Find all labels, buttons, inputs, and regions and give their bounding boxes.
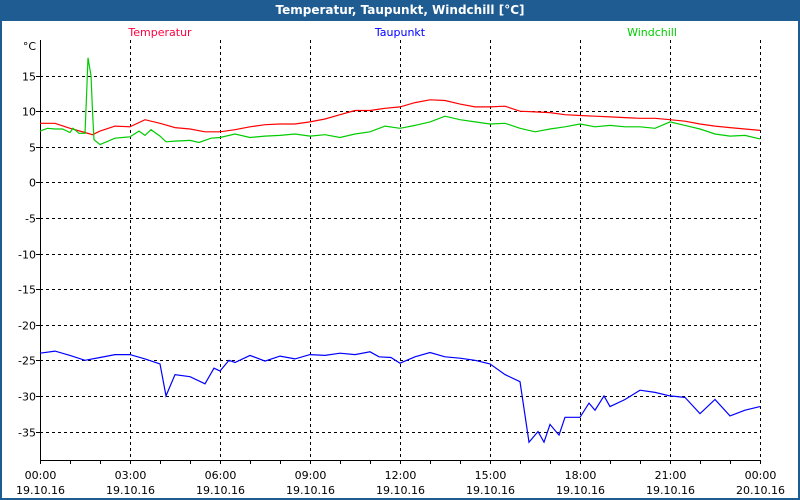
y-tick-label: -35 [18,427,36,440]
legend-windchill: Windchill [627,26,677,39]
x-tick-time: 12:00 [385,469,417,482]
window-title: Temperatur, Taupunkt, Windchill [°C] [0,0,800,21]
x-tick-date: 19.10.16 [376,484,425,497]
x-tick-time: 18:00 [565,469,597,482]
y-tick-label: 10 [22,106,36,119]
series-line-temperatur [40,99,761,136]
x-tick-date: 19.10.16 [286,484,335,497]
x-tick-date: 19.10.16 [466,484,515,497]
x-tick-time: 00:00 [745,469,777,482]
y-tick-label: 5 [29,142,36,155]
y-tick-label: -25 [18,355,36,368]
y-tick-label: -10 [18,249,36,262]
x-tick-date: 19.10.16 [556,484,605,497]
y-tick-label: 0 [29,177,36,190]
y-tick-label: 15 [22,71,36,84]
legend-taupunkt: Taupunkt [374,26,426,39]
x-tick-date: 19.10.16 [16,484,65,497]
x-tick-date: 19.10.16 [196,484,245,497]
x-tick-date: 19.10.16 [106,484,155,497]
y-tick-label: -30 [18,391,36,404]
x-tick-time: 09:00 [295,469,327,482]
x-tick-time: 21:00 [655,469,687,482]
legend-temperatur: Temperatur [127,26,192,39]
x-tick-date: 20.10.16 [736,484,785,497]
x-tick-date: 19.10.16 [646,484,695,497]
x-tick-time: 06:00 [205,469,237,482]
y-tick-label: -20 [18,320,36,333]
y-axis-label: °C [23,40,37,53]
y-tick-label: -15 [18,284,36,297]
x-tick-time: 03:00 [115,469,147,482]
series-line-windchill [39,57,761,146]
series-line-taupunkt [39,350,761,444]
x-tick-time: 15:00 [475,469,507,482]
x-tick-time: 00:00 [25,469,57,482]
y-tick-label: -5 [25,213,36,226]
